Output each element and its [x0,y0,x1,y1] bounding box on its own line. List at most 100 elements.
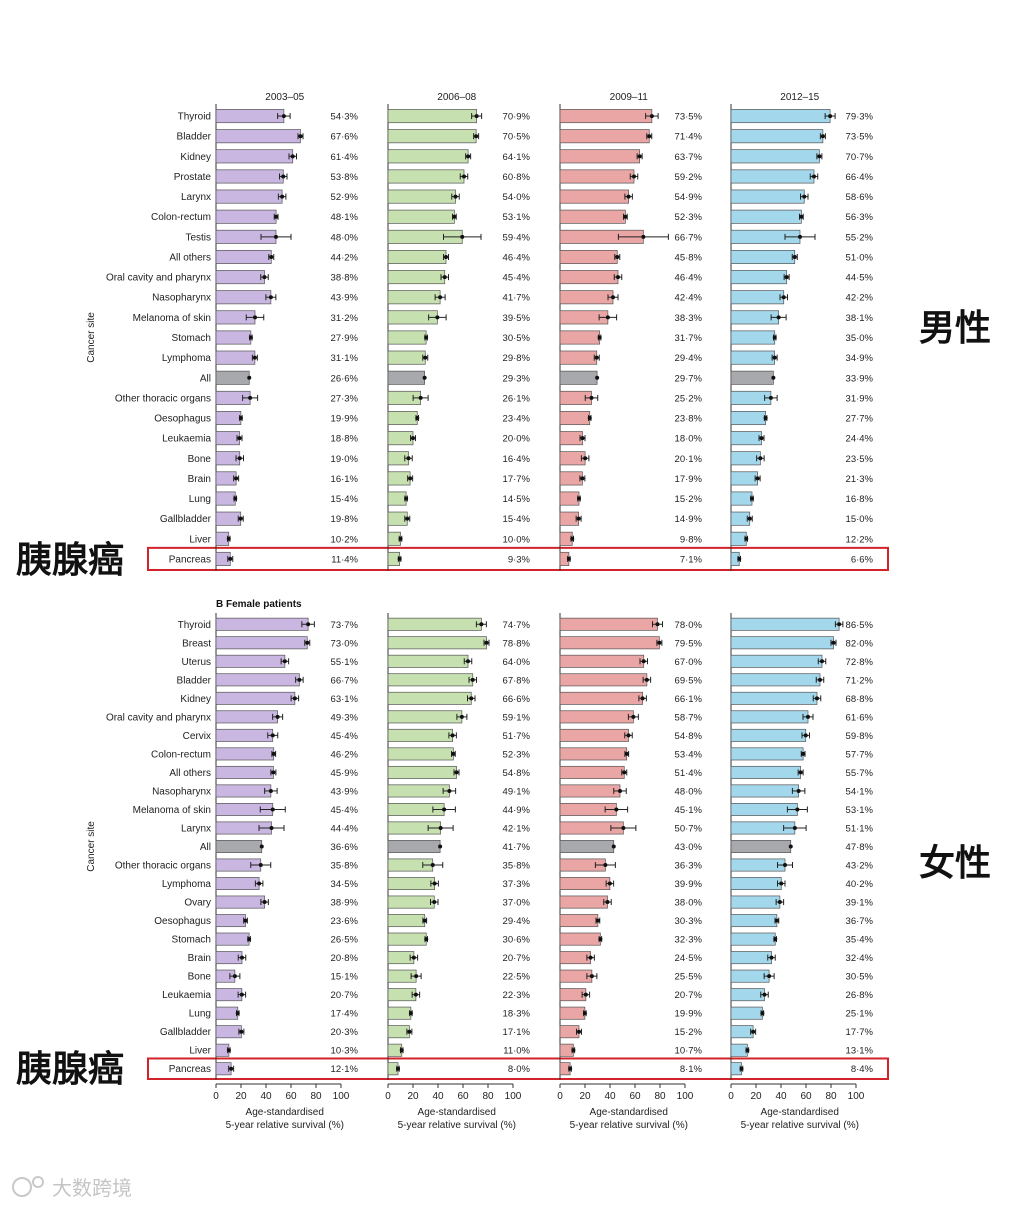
value-label: 26·6% [331,373,359,384]
value-label: 63·7% [675,152,703,163]
value-label: 45·9% [331,768,359,779]
series-header: 2009–11 [610,92,649,103]
point [589,974,594,979]
value-label: 79·5% [675,638,703,649]
value-label: 37·3% [503,879,531,890]
point [239,1029,244,1034]
bar [559,471,583,486]
point [647,134,652,139]
value-label: 43·9% [331,293,359,304]
value-label: 18·3% [503,1009,531,1020]
bar [559,765,625,779]
point [641,234,646,239]
value-label: 30·5% [503,333,531,344]
category-label: Oral cavity and pharynx [106,273,211,284]
value-label: 71·2% [846,675,874,686]
value-label: 59·2% [675,172,703,183]
bar [215,431,240,446]
bar [559,747,628,761]
point [408,1011,413,1016]
value-label: 23·8% [675,414,703,425]
value-label: 53·8% [331,172,359,183]
point [640,696,645,701]
value-label: 39·5% [503,313,531,324]
value-label: 11·4% [331,554,358,565]
bar [730,1025,754,1039]
bar [215,471,237,486]
point [413,992,418,997]
bar [730,431,762,446]
category-label: Ovary [184,898,211,909]
point [424,937,429,942]
point [583,456,588,461]
bar [730,531,747,546]
point [450,733,455,738]
bar [215,370,250,385]
bar [387,290,441,305]
bar [559,914,599,928]
pancreas-label-female: 胰腺癌 [16,1049,124,1090]
bar [387,654,469,668]
highlight-box [147,1057,889,1080]
bar [730,370,774,385]
bar [387,411,418,426]
point [282,659,287,664]
bar [559,932,601,946]
point [474,114,479,119]
bar [730,1043,748,1057]
point [802,194,807,199]
bar [730,784,799,798]
point [655,622,660,627]
point [755,476,760,481]
value-label: 64·1% [503,152,531,163]
category-label: Leukaemia [162,434,211,445]
value-label: 48·0% [331,232,359,243]
value-label: 23·4% [503,414,531,425]
bar [215,1025,242,1039]
bar [730,932,776,946]
point [615,254,620,259]
value-label: 36·6% [331,842,359,853]
bar [387,109,477,124]
value-label: 44·4% [331,823,359,834]
value-label: 31·2% [331,313,359,324]
point [577,496,581,501]
point [768,395,773,400]
point [407,1029,412,1034]
category-label: Oral cavity and pharynx [106,712,211,723]
value-label: 36·3% [675,861,703,872]
bar [215,728,274,742]
point [820,659,824,664]
value-label: 13·1% [846,1046,874,1057]
point [237,436,242,441]
bar [387,431,414,446]
category-label: Lung [189,494,211,505]
category-label: Kidney [180,152,211,163]
point [451,751,456,756]
point [737,556,742,561]
value-label: 67·0% [675,657,703,668]
value-label: 35·0% [846,333,874,344]
point [595,918,600,923]
bar [215,209,277,224]
value-label: 67·6% [331,132,359,143]
point [739,1066,744,1071]
value-label: 35·8% [331,861,359,872]
point [818,677,822,682]
value-label: 66·1% [675,694,703,705]
value-label: 23·5% [846,454,874,465]
value-label: 8·0% [508,1064,531,1075]
category-label: Thyroid [178,112,211,123]
point [605,900,610,905]
value-label: 29·7% [675,373,703,384]
value-label: 17·7% [503,474,531,485]
category-label: Melanoma of skin [133,313,211,324]
value-label: 6·6% [851,554,874,565]
bar [730,411,766,426]
bar [730,840,792,853]
x-tick-label: 20 [235,1091,247,1102]
value-label: 23·6% [331,916,359,927]
series-0: 2003–05 54·3% 67·6% 61·4% 53·8% 52·9% 48·1% 48·… [215,92,359,571]
point [803,733,808,738]
point [595,375,600,380]
